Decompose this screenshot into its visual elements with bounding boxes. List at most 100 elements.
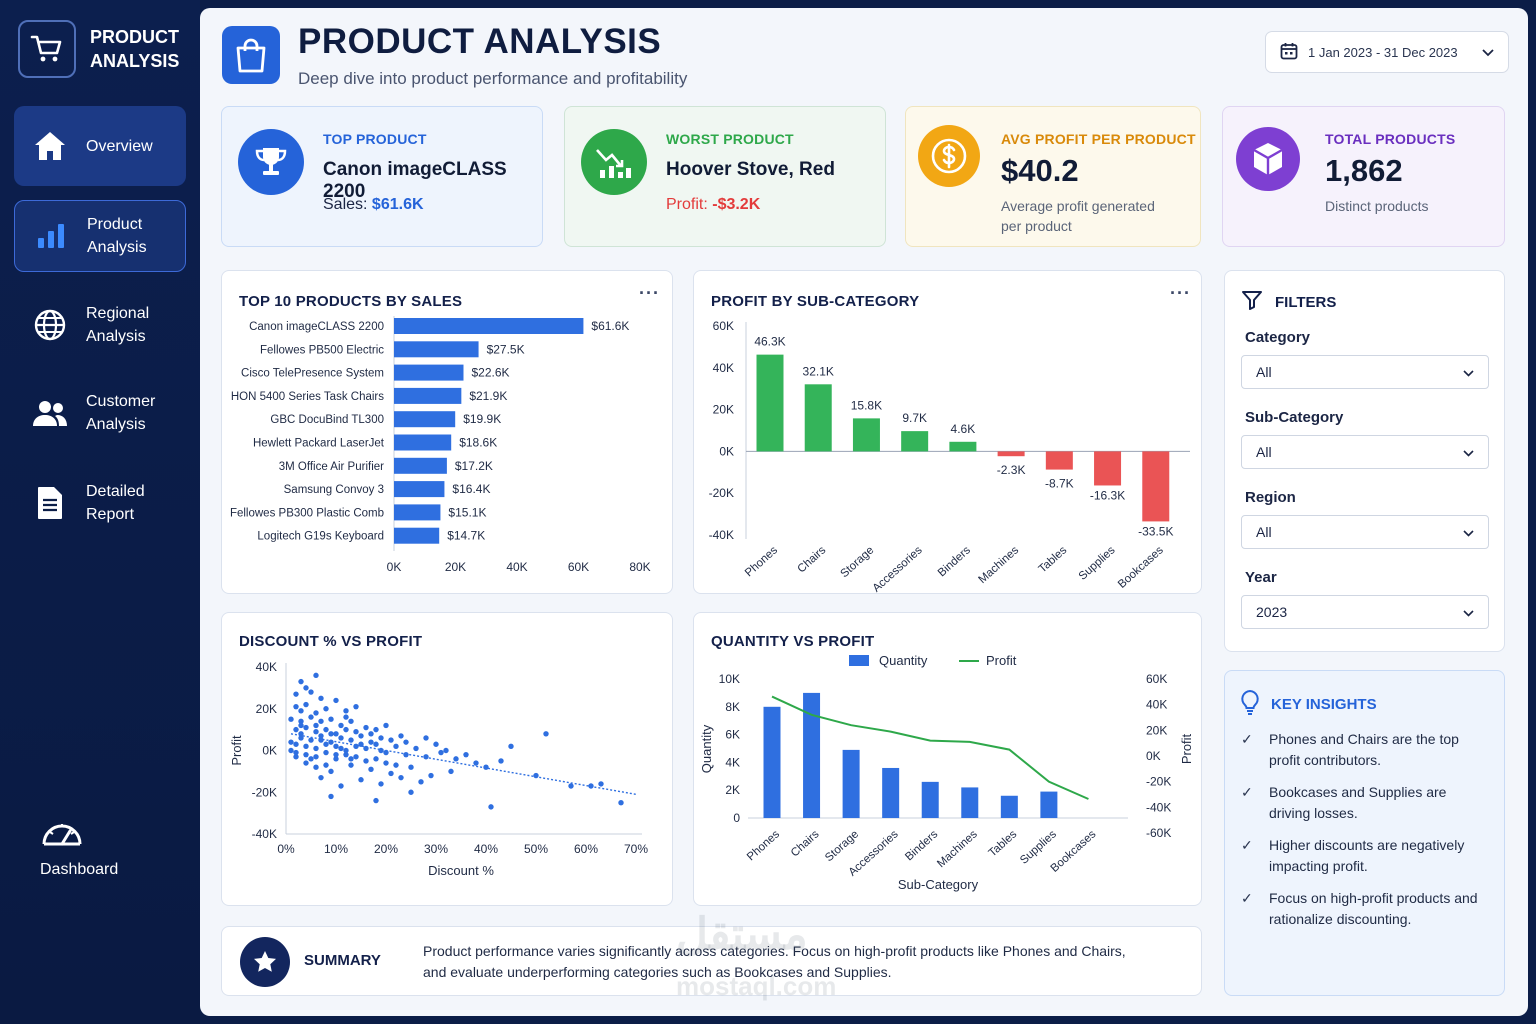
x-tick-label: 40%	[474, 842, 498, 856]
kpi-sub: Profit: -$3.2K	[666, 196, 760, 214]
insight-text: Bookcases and Supplies are driving losse…	[1269, 784, 1447, 821]
scatter-point	[328, 731, 334, 737]
kpi-value: Hoover Stove, Red	[666, 159, 835, 180]
bar	[961, 787, 979, 818]
y1-axis-title: Quantity	[699, 724, 714, 773]
bar	[394, 387, 462, 404]
filter-subcategory-select[interactable]: All	[1241, 435, 1489, 469]
bar-label: Logitech G19s Keyboard	[257, 531, 384, 543]
brand: PRODUCT ANALYSIS	[18, 20, 179, 78]
scatter-point	[423, 735, 429, 741]
kpi-value: $40.2	[1001, 153, 1079, 188]
kpi-label: AVG PROFIT PER PRODUCT	[1001, 131, 1196, 147]
scatter-point	[418, 779, 424, 785]
filter-label-subcategory: Sub-Category	[1245, 409, 1344, 426]
bar	[1040, 791, 1058, 818]
y-tick-label: -20K	[709, 486, 734, 500]
date-range-picker[interactable]: 1 Jan 2023 - 31 Dec 2023	[1265, 31, 1509, 73]
nav-overview[interactable]: Overview	[14, 106, 186, 186]
kpi-sub-value: $61.6K	[371, 196, 424, 213]
scatter-point	[353, 743, 359, 750]
brand-title: PRODUCT ANALYSIS	[90, 25, 179, 73]
chevron-down-icon	[1463, 604, 1474, 620]
insight-item: ✓ Higher discounts are negatively impacti…	[1241, 835, 1491, 877]
dashboard-label: Dashboard	[40, 861, 119, 878]
panel-title: TOP 10 PRODUCTS BY SALES	[239, 293, 463, 310]
x-tick-label: Binders	[903, 828, 940, 863]
bar-value-label: $18.6K	[459, 436, 497, 450]
quantity-combo-chart: Quantity Profit 10K 8K 6K 4K 2K 0 60K 40K 20K 0K -20…	[699, 653, 1194, 892]
scatter-point	[288, 747, 294, 754]
scatter-point	[338, 783, 344, 789]
bar	[394, 411, 456, 428]
bar	[949, 441, 977, 452]
scatter-point	[308, 714, 314, 720]
bar-value-label: -33.5K	[1138, 524, 1173, 538]
filter-value: All	[1256, 524, 1272, 540]
scatter-point	[483, 764, 489, 770]
bar	[756, 354, 784, 452]
scatter-point	[323, 762, 329, 768]
scatter-point	[308, 689, 314, 695]
insight-text: Higher discounts are negatively impactin…	[1269, 837, 1465, 874]
x-tick-label: Bookcases	[1116, 544, 1166, 591]
scatter-point	[438, 749, 444, 756]
filter-label-region: Region	[1245, 489, 1296, 506]
bar	[921, 781, 939, 818]
panel-title: QUANTITY VS PROFIT	[711, 633, 875, 650]
scatter-point	[413, 745, 419, 752]
more-options-icon[interactable]: ···	[639, 283, 660, 303]
y-tick-label: 0K	[262, 744, 277, 758]
kpi-label: WORST PRODUCT	[666, 131, 794, 147]
more-options-icon[interactable]: ···	[1170, 283, 1191, 303]
calendar-icon	[1280, 42, 1298, 63]
nav-product-analysis[interactable]: Product Analysis	[14, 200, 186, 272]
scatter-point	[348, 756, 354, 762]
filter-region-select[interactable]: All	[1241, 515, 1489, 549]
brand-line-1: PRODUCT	[90, 27, 179, 47]
scatter-point	[333, 697, 339, 704]
insight-item: ✓ Bookcases and Supplies are driving loss…	[1241, 782, 1491, 824]
nav-regional-analysis[interactable]: Regional Analysis	[14, 290, 186, 360]
scatter-point	[388, 770, 394, 777]
filter-label-year: Year	[1245, 569, 1277, 586]
scatter-point	[313, 710, 319, 716]
scatter-point	[298, 722, 304, 729]
panel-quantity-vs-profit: QUANTITY VS PROFIT Quantity Profit 10K 8K 6K…	[693, 612, 1202, 906]
y-tick-label: 0K	[719, 444, 734, 458]
insights-title: KEY INSIGHTS	[1271, 696, 1377, 713]
x-tick-label: Tables	[987, 828, 1020, 859]
date-range-text: 1 Jan 2023 - 31 Dec 2023	[1308, 44, 1458, 60]
scatter-point	[403, 739, 409, 745]
y1-tick-label: 2K	[725, 783, 740, 797]
scatter-point	[298, 678, 304, 685]
scatter-point	[393, 762, 399, 768]
scatter-point	[328, 716, 334, 722]
bar-value-label: $27.5K	[487, 342, 525, 356]
scatter-point	[363, 758, 369, 764]
scatter-point	[353, 729, 359, 735]
scatter-point	[488, 804, 494, 810]
scatter-point	[373, 756, 379, 762]
scatter-point	[333, 751, 339, 758]
y2-tick-label: 40K	[1146, 698, 1167, 712]
y-tick-label: -20K	[252, 785, 277, 799]
scatter-point	[373, 726, 379, 733]
scatter-point	[293, 703, 299, 710]
bar	[1094, 451, 1122, 486]
filter-category-select[interactable]: All	[1241, 355, 1489, 389]
scatter-point	[373, 797, 379, 804]
dashboard-link[interactable]: Dashboard	[40, 816, 118, 879]
scatter-point	[298, 708, 304, 714]
x-tick-label: Supplies	[1077, 544, 1118, 583]
bar	[394, 364, 464, 381]
declining-chart-icon	[581, 129, 647, 195]
nav-detailed-report[interactable]: Detailed Report	[14, 468, 186, 538]
filter-year-select[interactable]: 2023	[1241, 595, 1489, 629]
nav-customer-analysis[interactable]: Customer Analysis	[14, 378, 186, 448]
insight-item: ✓ Focus on high-profit products and ratio…	[1241, 888, 1491, 930]
chevron-down-icon	[1463, 444, 1474, 460]
page-title: PRODUCT ANALYSIS	[298, 22, 662, 61]
check-icon: ✓	[1241, 784, 1253, 800]
